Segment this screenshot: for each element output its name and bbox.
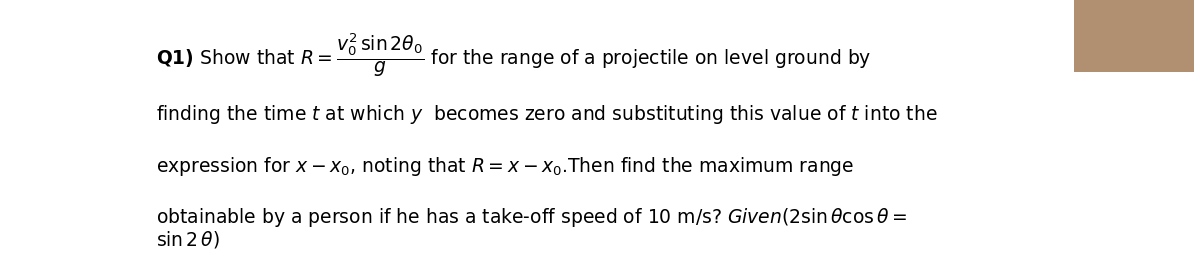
Text: $\mathbf{Q1)}$ Show that $R = \dfrac{v_0^2\,\sin 2\theta_0}{g}$ for the range of: $\mathbf{Q1)}$ Show that $R = \dfrac{v_0…	[156, 31, 871, 79]
Text: finding the time $t$ at which $y$  becomes zero and substituting this value of $: finding the time $t$ at which $y$ become…	[156, 103, 937, 126]
Text: obtainable by a person if he has a take-off speed of 10 m/s? $Given(2\sin\theta\: obtainable by a person if he has a take-…	[156, 206, 907, 229]
FancyBboxPatch shape	[1074, 0, 1194, 72]
Text: $\sin 2\,\theta)$: $\sin 2\,\theta)$	[156, 229, 220, 250]
Text: expression for $x - x_0$, noting that $R = x - x_0$.Then find the maximum range: expression for $x - x_0$, noting that $R…	[156, 155, 854, 178]
